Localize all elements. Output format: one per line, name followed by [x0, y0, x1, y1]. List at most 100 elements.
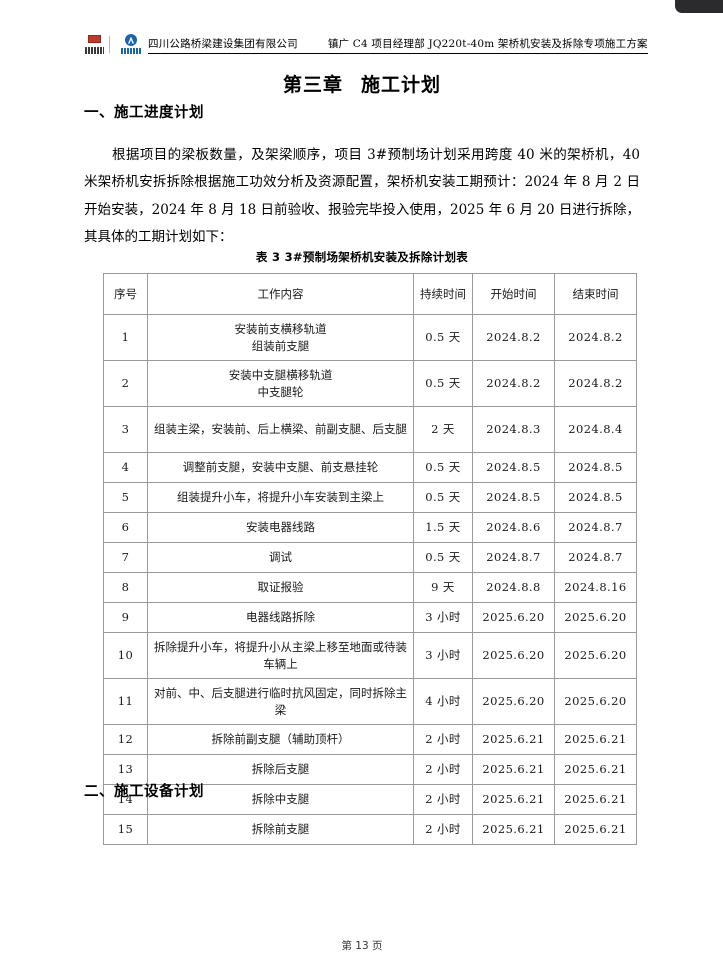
sinohydro-logo — [84, 34, 104, 54]
cell-end-date: 2024.8.5 — [554, 482, 637, 513]
cell-no: 3 — [103, 406, 148, 453]
cell-no: 2 — [103, 360, 148, 407]
cell-work-content: 拆除前支腿 — [147, 814, 414, 845]
table-row: 9 电器线路拆除 3 小时 2025.6.20 2025.6.20 — [103, 602, 637, 633]
chapter-number: 第三章 — [282, 74, 343, 96]
cell-work-content: 取证报验 — [147, 572, 414, 603]
header-text-line: 四川公路桥梁建设集团有限公司 镇广 C4 项目经理部 JQ220t-40m 架桥机… — [148, 37, 648, 54]
cell-no: 5 — [103, 482, 148, 513]
section-heading-schedule-plan: 一、施工进度计划 — [84, 105, 204, 121]
column-header-end: 结束时间 — [554, 273, 637, 315]
cell-duration: 3 小时 — [413, 602, 473, 633]
cell-work-content: 调试 — [147, 542, 414, 573]
section-heading-equipment-plan: 二、施工设备计划 — [84, 784, 204, 800]
sclq-logo — [120, 34, 142, 54]
cell-start-date: 2024.8.5 — [472, 452, 555, 483]
cell-start-date: 2025.6.20 — [472, 602, 555, 633]
chapter-title: 第三章 施工计划 — [84, 70, 640, 97]
cell-start-date: 2025.6.21 — [472, 814, 555, 845]
page-number-footer: 第 13 页 — [341, 940, 383, 952]
table-body: 1 安装前支横移轨道 组装前支腿 0.5 天 2024.8.2 2024.8.2 2 安装中支… — [103, 314, 637, 845]
table-row: 4 调整前支腿，安装中支腿、前支悬挂轮 0.5 天 2024.8.5 2024.8.5 — [103, 452, 637, 483]
column-header-duration: 持续时间 — [413, 273, 473, 315]
cell-duration: 0.5 天 — [413, 314, 473, 361]
installation-dismantling-plan-table: 序号 工作内容 持续时间 开始时间 结束时间 1 安装前支横移轨道 组装前支腿 0.5… — [103, 273, 637, 845]
column-header-no: 序号 — [103, 273, 148, 315]
cell-start-date: 2025.6.21 — [472, 784, 555, 815]
cell-duration: 0.5 天 — [413, 542, 473, 573]
plan-table-container: 序号 工作内容 持续时间 开始时间 结束时间 1 安装前支横移轨道 组装前支腿 0.5… — [103, 273, 637, 845]
cell-duration: 1.5 天 — [413, 512, 473, 543]
cell-work-content: 拆除前副支腿（辅助顶杆） — [147, 724, 414, 755]
cell-duration: 2 小时 — [413, 724, 473, 755]
cell-duration: 0.5 天 — [413, 360, 473, 407]
cell-no: 4 — [103, 452, 148, 483]
body-paragraph-schedule: 根据项目的梁板数量，及架梁顺序，项目 3#预制场计划采用跨度 40 米的架桥机，… — [84, 146, 640, 246]
cell-work-content: 安装电器线路 — [147, 512, 414, 543]
cell-duration: 0.5 天 — [413, 452, 473, 483]
cell-start-date: 2024.8.8 — [472, 572, 555, 603]
table-header-row: 序号 工作内容 持续时间 开始时间 结束时间 — [103, 273, 637, 315]
cell-work-content: 组装提升小车，将提升小车安装到主梁上 — [147, 482, 414, 513]
table-row: 3 组装主梁，安装前、后上横梁、前副支腿、后支腿 2 天 2024.8.3 2024.8… — [103, 406, 637, 453]
cell-end-date: 2024.8.2 — [554, 314, 637, 361]
table-row: 6 安装电器线路 1.5 天 2024.8.6 2024.8.7 — [103, 512, 637, 543]
cell-start-date: 2025.6.20 — [472, 678, 555, 725]
header-company-name: 四川公路桥梁建设集团有限公司 — [148, 38, 298, 50]
table-caption: 表 3 3#预制场架桥机安装及拆除计划表 — [255, 250, 469, 264]
cell-no: 11 — [103, 678, 148, 725]
cell-end-date: 2024.8.2 — [554, 360, 637, 407]
cell-no: 8 — [103, 572, 148, 603]
cell-duration: 2 天 — [413, 406, 473, 453]
cell-start-date: 2024.8.2 — [472, 360, 555, 407]
table-row: 13 拆除后支腿 2 小时 2025.6.21 2025.6.21 — [103, 754, 637, 785]
table-row: 11 对前、中、后支腿进行临时抗风固定，同时拆除主梁 4 小时 2025.6.20 20… — [103, 678, 637, 725]
logo-divider — [109, 35, 110, 53]
cell-end-date: 2024.8.7 — [554, 542, 637, 573]
cell-end-date: 2024.8.5 — [554, 452, 637, 483]
cell-no: 15 — [103, 814, 148, 845]
cell-start-date: 2025.6.21 — [472, 724, 555, 755]
table-row: 2 安装中支腿横移轨道 中支腿轮 0.5 天 2024.8.2 2024.8.2 — [103, 360, 637, 407]
header-logos — [84, 34, 142, 54]
cell-work-content: 调整前支腿，安装中支腿、前支悬挂轮 — [147, 452, 414, 483]
cell-end-date: 2025.6.21 — [554, 784, 637, 815]
cell-duration: 0.5 天 — [413, 482, 473, 513]
cell-no: 6 — [103, 512, 148, 543]
cell-duration: 4 小时 — [413, 678, 473, 725]
cell-no: 10 — [103, 632, 148, 679]
document-running-header: 四川公路桥梁建设集团有限公司 镇广 C4 项目经理部 JQ220t-40m 架桥机… — [84, 28, 648, 54]
cell-duration: 2 小时 — [413, 814, 473, 845]
cell-start-date: 2024.8.2 — [472, 314, 555, 361]
cell-work-content: 对前、中、后支腿进行临时抗风固定，同时拆除主梁 — [147, 678, 414, 725]
cell-start-date: 2025.6.21 — [472, 754, 555, 785]
cell-end-date: 2025.6.21 — [554, 754, 637, 785]
cell-end-date: 2024.8.16 — [554, 572, 637, 603]
cell-start-date: 2025.6.20 — [472, 632, 555, 679]
cell-no: 1 — [103, 314, 148, 361]
chapter-title-text: 施工计划 — [361, 74, 442, 96]
cell-end-date: 2025.6.20 — [554, 678, 637, 725]
cell-start-date: 2024.8.3 — [472, 406, 555, 453]
cell-end-date: 2024.8.7 — [554, 512, 637, 543]
cell-duration: 9 天 — [413, 572, 473, 603]
cell-work-content: 拆除提升小车，将提升小从主梁上移至地面或待装车辆上 — [147, 632, 414, 679]
table-row: 7 调试 0.5 天 2024.8.7 2024.8.7 — [103, 542, 637, 573]
cell-work-content: 拆除后支腿 — [147, 754, 414, 785]
cell-duration: 2 小时 — [413, 784, 473, 815]
cell-start-date: 2024.8.6 — [472, 512, 555, 543]
table-row: 5 组装提升小车，将提升小车安装到主梁上 0.5 天 2024.8.5 2024.8.5 — [103, 482, 637, 513]
table-row: 12 拆除前副支腿（辅助顶杆） 2 小时 2025.6.21 2025.6.21 — [103, 724, 637, 755]
cell-end-date: 2024.8.4 — [554, 406, 637, 453]
cell-start-date: 2024.8.7 — [472, 542, 555, 573]
table-row: 10 拆除提升小车，将提升小从主梁上移至地面或待装车辆上 3 小时 2025.6.20… — [103, 632, 637, 679]
cell-no: 12 — [103, 724, 148, 755]
window-overlay-bar — [675, 0, 723, 13]
cell-start-date: 2024.8.5 — [472, 482, 555, 513]
table-row: 1 安装前支横移轨道 组装前支腿 0.5 天 2024.8.2 2024.8.2 — [103, 314, 637, 361]
cell-no: 7 — [103, 542, 148, 573]
column-header-work: 工作内容 — [147, 273, 414, 315]
header-project-line: 镇广 C4 项目经理部 JQ220t-40m 架桥机安装及拆除专项施工方案 — [327, 38, 648, 50]
cell-end-date: 2025.6.21 — [554, 724, 637, 755]
